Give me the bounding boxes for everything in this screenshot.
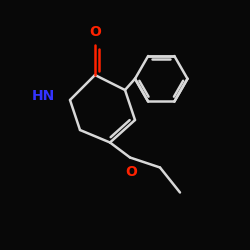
Text: O: O [125,166,137,179]
Text: HN: HN [32,89,56,103]
Text: O: O [89,26,101,40]
